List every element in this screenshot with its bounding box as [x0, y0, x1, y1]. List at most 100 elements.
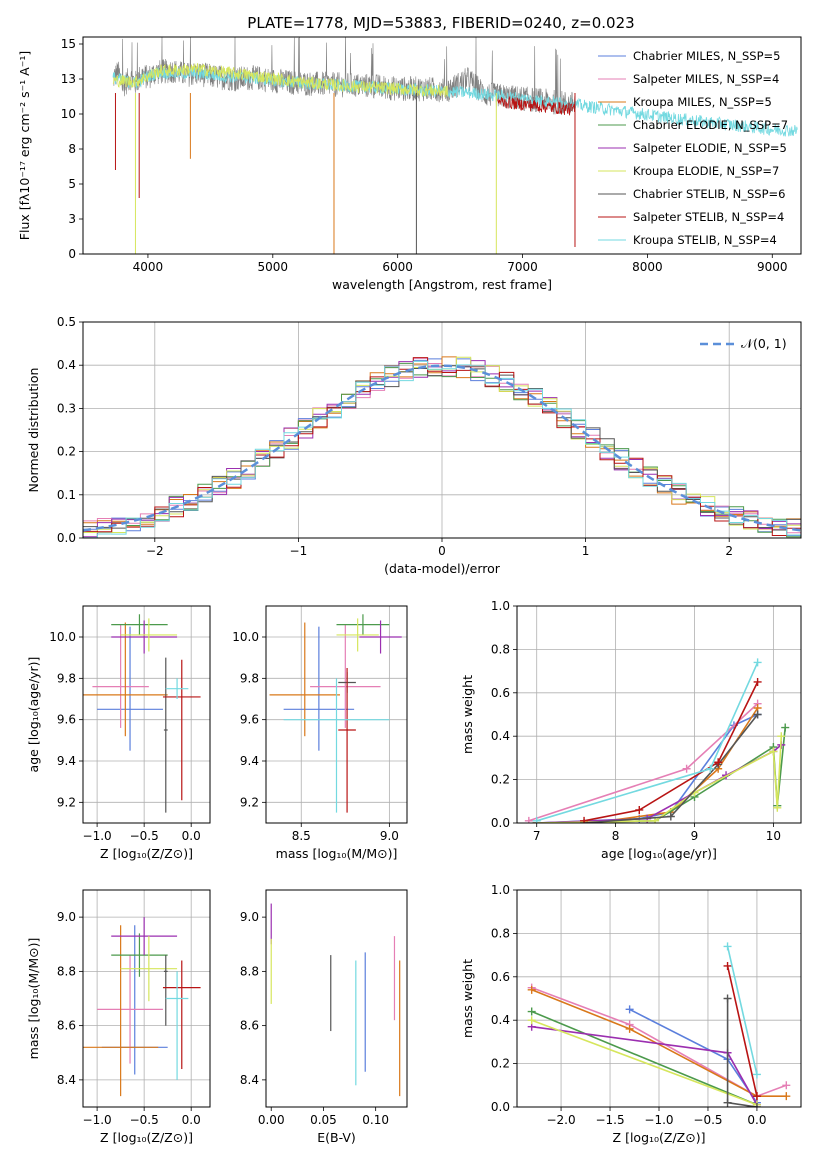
weight_vs_Z-x-tick-label: −2.0	[546, 1113, 575, 1127]
residuals-x-tick-label: 2	[725, 544, 733, 558]
weight_vs_Z-y-tick-label: 0.0	[491, 1100, 510, 1114]
weight_vs_Z-x-tick-label: −0.5	[693, 1113, 722, 1127]
weight_vs_age-frame	[516, 605, 802, 824]
mass-weight-marker	[625, 1024, 634, 1033]
weight_vs_age-plot-area	[517, 606, 801, 823]
mass-weight-marker	[752, 1070, 761, 1079]
mass-weight-marker	[753, 677, 762, 686]
panel-age_vs_Z: −1.0 −0.5 0.0 9.2 9.4 9.6 9.8 10.0 Z [log₁₀(Z/Z⊙…	[26, 605, 211, 861]
mass-weight-marker	[682, 764, 691, 773]
residuals-x-tick-label: −2	[146, 544, 164, 558]
mass_vs_Z-plot-area	[83, 890, 210, 1107]
panel-age_vs_mass: 8.5 9.0 9.2 9.4 9.6 9.8 10.0 mass [log₁₀(M/M⊙)]	[232, 605, 408, 861]
spectrum-legend-label: Salpeter MILES, N_SSP=4	[633, 72, 779, 86]
mass_vs_Z-x-tick-label: 0.0	[182, 1113, 201, 1127]
age_vs_mass-y-tick-label: 10.0	[232, 630, 259, 644]
mass-weight-marker	[782, 1081, 791, 1090]
weight_vs_age-x-tick-label: 10	[766, 829, 781, 843]
weight_vs_Z-y-tick-label: 0.6	[491, 970, 510, 984]
mass-weight-marker	[527, 1007, 536, 1016]
weight_vs_age-y-tick-label: 0.0	[491, 816, 510, 830]
mass-weight-marker	[714, 758, 723, 767]
weight_vs_age-x-tick-label: 9	[691, 829, 699, 843]
weight_vs_age-x-axis-label: age [log₁₀(age/yr)]	[601, 846, 717, 861]
residuals-x-tick-label: 0	[438, 544, 446, 558]
spectrum-x-tick-label: 4000	[133, 260, 164, 274]
mass-weight-marker	[723, 994, 732, 1003]
age_vs_Z-y-tick-label: 10.0	[49, 630, 76, 644]
mass-weight-marker	[625, 1005, 634, 1014]
mass_vs_EBV-y-tick-label: 8.8	[240, 964, 259, 978]
mass-weight-line	[536, 727, 786, 823]
mass_vs_Z-y-tick-label: 8.8	[57, 964, 76, 978]
mass_vs_EBV-x-axis-label: E(B-V)	[317, 1130, 356, 1145]
age_vs_Z-y-tick-label: 9.4	[57, 754, 76, 768]
weight_vs_age-y-tick-label: 0.8	[491, 642, 510, 656]
mass-weight-line	[531, 986, 787, 1098]
mass-weight-line	[531, 989, 787, 1097]
panel-weight_vs_Z: −2.0 −1.5 −1.0 −0.5 0.0 0.0 0.2 0.4 0.6 0.8 1.0 Z […	[460, 883, 802, 1145]
age_vs_mass-y-tick-label: 9.2	[240, 795, 259, 809]
spectrum-legend-label: Chabrier MILES, N_SSP=5	[633, 49, 780, 63]
spectrum-frame	[82, 36, 802, 255]
mass-weight-marker	[781, 723, 790, 732]
mass-weight-line	[531, 1019, 758, 1106]
spectrum-x-tick-label: 5000	[258, 260, 289, 274]
weight_vs_Z-plot-area	[517, 890, 801, 1107]
panel-mass_vs_EBV: 0.00 0.05 0.10 8.4 8.6 8.8 9.0 E(B-V)	[240, 889, 408, 1145]
mass_vs_Z-y-axis-label: mass [log₁₀(M/M⊙)]	[26, 938, 41, 1060]
spectrum-legend-label: Chabrier STELIB, N_SSP=6	[633, 187, 785, 201]
residuals-plot-area	[83, 322, 801, 538]
age_vs_mass-y-tick-label: 9.4	[240, 754, 259, 768]
mass_vs_Z-frame	[82, 889, 211, 1108]
age_vs_Z-x-tick-label: −0.5	[130, 829, 159, 843]
mass-weight-marker	[752, 1092, 761, 1101]
weight_vs_Z-x-tick-label: −1.5	[595, 1113, 624, 1127]
age_vs_Z-x-axis-label: Z [log₁₀(Z/Z⊙)]	[100, 846, 193, 861]
mass-weight-marker	[773, 803, 782, 812]
age_vs_Z-x-tick-label: 0.0	[182, 829, 201, 843]
mass_vs_EBV-y-tick-label: 8.6	[240, 1019, 259, 1033]
mass_vs_Z-y-tick-label: 8.6	[57, 1019, 76, 1033]
spectrum-model-line	[112, 63, 448, 98]
weight_vs_age-y-axis-label: mass weight	[460, 675, 475, 754]
mass-weight-line	[536, 736, 783, 823]
residuals-y-tick-label: 0.5	[57, 315, 76, 329]
age_vs_Z-frame	[82, 605, 211, 824]
mass_vs_EBV-x-tick-label: 0.10	[362, 1113, 389, 1127]
mass_vs_EBV-plot-area	[270, 903, 401, 1097]
weight_vs_age-x-tick-label: 7	[533, 829, 541, 843]
spectrum-x-axis-label: wavelength [Angstrom, rest frame]	[332, 277, 552, 292]
mass-weight-line	[583, 681, 759, 822]
spectrum-y-tick-label: 8	[68, 142, 76, 156]
residuals-x-tick-label: −1	[290, 544, 308, 558]
residuals-y-tick-label: 0.4	[57, 358, 76, 372]
residuals-x-axis-label: (data-model)/error	[384, 561, 501, 576]
age_vs_mass-x-axis-label: mass [log₁₀(M/M⊙)]	[276, 846, 398, 861]
residuals-frame	[82, 321, 802, 539]
spectrum-y-tick-label: 3	[68, 212, 76, 226]
spectrum-x-tick-label: 6000	[382, 260, 413, 274]
spectrum-model-line	[112, 66, 798, 137]
spectrum-plot-area	[112, 37, 798, 254]
mass-weight-line	[584, 714, 759, 823]
mass-weight-marker	[723, 961, 732, 970]
panel-mass_vs_Z: −1.0 −0.5 0.0 8.4 8.6 8.8 9.0 Z [log₁₀(Z/Z⊙)] ma…	[26, 889, 211, 1145]
spectrum-x-tick-label: 7000	[507, 260, 538, 274]
spectrum-legend-label: Kroupa MILES, N_SSP=5	[633, 95, 772, 109]
spectrum-y-tick-label: 15	[61, 37, 76, 51]
weight_vs_age-y-tick-label: 1.0	[491, 599, 510, 613]
age_vs_Z-y-axis-label: age [log₁₀(age/yr)]	[26, 657, 41, 773]
age_vs_Z-x-tick-label: −1.0	[83, 829, 112, 843]
weight_vs_Z-y-tick-label: 1.0	[491, 883, 510, 897]
spectrum-legend-label: Kroupa STELIB, N_SSP=4	[633, 233, 777, 247]
mass-weight-line	[726, 946, 758, 1075]
spectrum-y-axis-label: Flux [fλ10⁻¹⁷ erg cm⁻² s⁻¹ A⁻¹]	[17, 51, 32, 240]
mass-weight-line	[536, 662, 759, 822]
mass-weight-marker	[752, 1103, 761, 1107]
weight_vs_age-y-tick-label: 0.6	[491, 686, 510, 700]
panel-spectrum: 4000 5000 6000 7000 8000 9000 0 3 5 8 10 13 15 wavele…	[17, 36, 802, 292]
mass-weight-marker	[723, 1098, 732, 1107]
mass-weight-marker	[782, 1092, 791, 1101]
residual-histogram-series	[83, 360, 801, 538]
